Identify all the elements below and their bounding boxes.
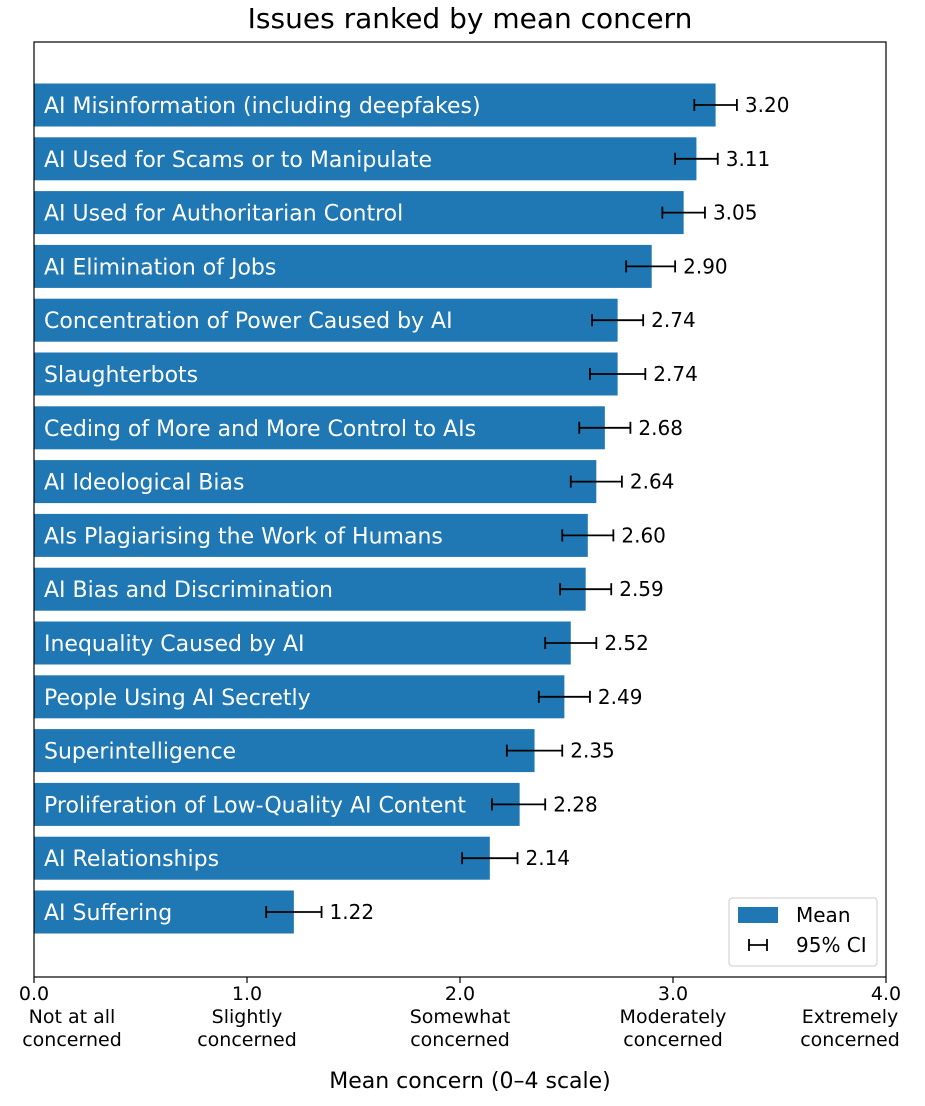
x-tick-description: Not at all [29, 1006, 116, 1028]
x-tick-description: concerned [197, 1029, 297, 1051]
error-bar [578, 421, 632, 434]
legend-ci-label: 95% CI [796, 933, 867, 957]
error-bar [505, 744, 564, 757]
bar-category-label: AI Used for Authoritarian Control [44, 202, 403, 227]
value-label: 2.90 [683, 254, 728, 278]
x-tick-label: 4.0 [871, 983, 901, 1005]
x-tick-label: 2.0 [445, 983, 475, 1005]
x-tick-description: concerned [623, 1029, 723, 1051]
error-bar [591, 314, 645, 327]
value-label: 2.60 [621, 523, 666, 547]
legend-mean-swatch [738, 907, 778, 923]
bar [34, 621, 571, 665]
chart-title: Issues ranked by mean concern [248, 2, 693, 35]
x-axis-label: Mean concern (0–4 scale) [329, 1069, 611, 1094]
error-bar [569, 475, 623, 488]
bar [34, 675, 565, 719]
error-bar [561, 529, 615, 542]
value-label: 2.28 [553, 792, 598, 816]
value-label: 2.14 [526, 846, 571, 870]
bar [34, 729, 535, 773]
error-bar [537, 690, 591, 703]
bar [34, 890, 294, 934]
value-label: 3.11 [726, 147, 771, 171]
bar-category-label: AI Ideological Bias [44, 471, 244, 496]
bar-category-label: People Using AI Secretly [44, 686, 311, 711]
bar [34, 244, 652, 288]
bar [34, 406, 605, 450]
x-tick-label: 3.0 [658, 983, 688, 1005]
bar [34, 836, 490, 880]
legend: Mean 95% CI [728, 897, 878, 967]
error-bar [589, 368, 647, 380]
bar-category-label: AI Suffering [44, 901, 172, 926]
x-tick-description: Somewhat [410, 1006, 511, 1028]
bar-category-label: Superintelligence [44, 740, 236, 765]
value-label: 3.20 [745, 93, 790, 117]
bar-category-label: AI Misinformation (including deepfakes) [44, 94, 481, 119]
value-label: 2.64 [630, 470, 675, 494]
x-tick-description: concerned [22, 1029, 122, 1051]
bar-category-label: Ceding of More and More Control to AIs [44, 417, 476, 442]
value-label: 2.52 [604, 631, 649, 655]
bar-category-label: AIs Plagiarising the Work of Humans [44, 524, 443, 549]
bar-category-label: Inequality Caused by AI [44, 632, 304, 657]
x-tick-description: concerned [410, 1029, 510, 1051]
value-label: 2.74 [653, 362, 698, 386]
x-tick-description: Moderately [620, 1006, 727, 1028]
value-label: 2.74 [651, 308, 696, 332]
error-bar [491, 798, 547, 811]
plot-frame [33, 41, 887, 978]
error-bar [544, 637, 598, 649]
bar [34, 352, 618, 396]
bar [34, 137, 697, 181]
bar [34, 460, 597, 504]
bar-category-label: Proliferation of Low-Quality AI Content [44, 793, 466, 818]
legend-ci-symbol [748, 939, 768, 951]
bar-category-label: AI Elimination of Jobs [44, 255, 276, 280]
value-label: 1.22 [330, 900, 375, 924]
error-bar [661, 206, 706, 219]
error-bar [625, 260, 677, 273]
x-tick-description: concerned [800, 1029, 900, 1051]
error-bar [265, 906, 323, 918]
x-tick-description: Extremely [802, 1006, 899, 1028]
value-label: 2.35 [570, 739, 615, 763]
bar [34, 191, 684, 235]
error-bar [461, 852, 519, 865]
value-label: 2.59 [619, 577, 664, 601]
error-bar [559, 583, 613, 596]
bar [34, 513, 588, 557]
x-tick-label: 1.0 [232, 983, 262, 1005]
bar [34, 567, 586, 611]
bar-category-label: AI Relationships [44, 847, 219, 872]
error-bar [674, 152, 719, 165]
bar [34, 782, 520, 826]
bar-category-label: Concentration of Power Caused by AI [44, 309, 453, 334]
x-tick-description: Slightly [212, 1006, 283, 1028]
bar-category-label: AI Used for Scams or to Manipulate [44, 148, 432, 173]
value-label: 2.49 [598, 685, 643, 709]
value-label: 2.68 [638, 416, 683, 440]
legend-mean-label: Mean [796, 903, 851, 927]
x-tick-label: 0.0 [19, 983, 49, 1005]
bar [34, 83, 716, 127]
value-label: 3.05 [713, 201, 758, 225]
bar-category-label: AI Bias and Discrimination [44, 578, 333, 603]
bar [34, 298, 618, 342]
bar-category-label: Slaughterbots [44, 363, 198, 388]
error-bar [693, 99, 738, 111]
